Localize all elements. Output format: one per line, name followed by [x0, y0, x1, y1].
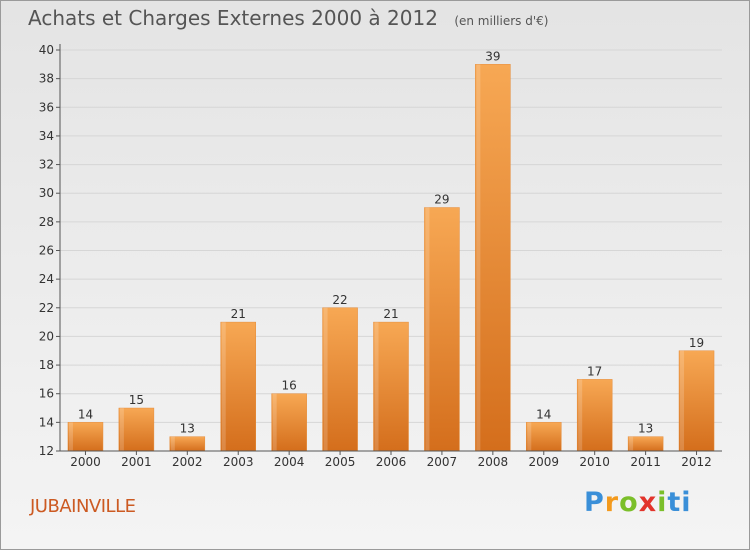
x-tick-label: 2005 — [325, 455, 356, 469]
data-label: 39 — [485, 49, 500, 63]
logo-letter: P — [584, 487, 605, 518]
y-tick-label: 26 — [39, 244, 54, 258]
y-tick-label: 40 — [39, 43, 54, 57]
bar-highlight — [119, 408, 124, 451]
y-tick-label: 30 — [39, 186, 54, 200]
chart-unit: (en milliers d'€) — [454, 14, 549, 28]
bar — [526, 422, 562, 452]
x-tick-label: 2006 — [376, 455, 407, 469]
bar-highlight — [221, 322, 226, 451]
chart-title: Achats et Charges Externes 2000 à 2012 (… — [28, 6, 548, 30]
bar-highlight — [272, 393, 277, 451]
data-label: 29 — [434, 193, 449, 207]
y-tick-label: 36 — [39, 100, 54, 114]
x-tick-label: 2002 — [172, 455, 203, 469]
bar-highlight — [374, 322, 379, 451]
bar-highlight — [68, 422, 73, 451]
data-label: 13 — [638, 422, 653, 436]
data-label: 17 — [587, 364, 602, 378]
data-label: 13 — [180, 422, 195, 436]
data-label: 19 — [689, 336, 704, 350]
bar-highlight — [170, 436, 175, 451]
bar — [322, 307, 358, 452]
bar — [678, 350, 715, 452]
x-tick-label: 2012 — [681, 455, 712, 469]
bar-highlight — [425, 207, 430, 451]
x-tick-label: 2008 — [478, 455, 509, 469]
town-name: JUBAINVILLE — [30, 496, 136, 517]
bar-highlight — [578, 379, 583, 451]
bar — [475, 64, 511, 452]
logo-letter: ti — [667, 487, 692, 518]
data-label: 15 — [129, 393, 144, 407]
data-label: 16 — [282, 379, 297, 393]
bar — [169, 436, 206, 452]
data-label: 14 — [78, 407, 93, 421]
labels: 12 14 16 18 20 22 24 26 28 30 32 34 36 38 40 14 2000 15 20… — [39, 43, 712, 469]
bar — [67, 422, 104, 452]
data-label: 14 — [536, 407, 551, 421]
bar-highlight — [629, 436, 634, 451]
y-tick-label: 14 — [39, 415, 54, 429]
logo-letter: o — [619, 487, 639, 518]
logo-letter: r — [604, 487, 620, 518]
bar — [576, 379, 613, 452]
x-tick-label: 2007 — [427, 455, 458, 469]
proxiti-logo[interactable]: Proxiti — [584, 487, 692, 518]
bar — [627, 436, 664, 452]
data-label: 21 — [383, 307, 398, 321]
bars — [67, 64, 715, 452]
y-tick-label: 12 — [39, 444, 54, 458]
x-tick-label: 2009 — [528, 455, 559, 469]
y-tick-label: 20 — [39, 329, 54, 343]
bar — [271, 393, 307, 452]
x-tick-label: 2000 — [70, 455, 101, 469]
y-tick-label: 22 — [39, 301, 54, 315]
data-label: 21 — [231, 307, 246, 321]
x-tick-label: 2011 — [630, 455, 661, 469]
y-tick-label: 32 — [39, 158, 54, 172]
y-tick-label: 38 — [39, 72, 54, 86]
y-tick-label: 24 — [39, 272, 54, 286]
bar-highlight — [323, 307, 328, 451]
bar — [373, 321, 409, 452]
logo-letter: x — [638, 487, 658, 518]
x-tick-label: 2010 — [579, 455, 610, 469]
x-tick-label: 2003 — [223, 455, 254, 469]
bar — [220, 321, 256, 452]
chart-title-text: Achats et Charges Externes 2000 à 2012 — [28, 6, 438, 30]
bar-highlight — [527, 422, 532, 451]
bar — [118, 407, 155, 452]
x-tick-label: 2001 — [121, 455, 152, 469]
bar — [424, 207, 460, 452]
x-tick-label: 2004 — [274, 455, 305, 469]
data-label: 22 — [332, 293, 347, 307]
y-tick-label: 34 — [39, 129, 54, 143]
y-tick-label: 16 — [39, 387, 54, 401]
logo-letter: i — [657, 487, 668, 518]
axes — [56, 44, 722, 455]
y-tick-label: 18 — [39, 358, 54, 372]
bar-highlight — [680, 350, 685, 451]
bar-highlight — [476, 64, 481, 452]
y-tick-label: 28 — [39, 215, 54, 229]
